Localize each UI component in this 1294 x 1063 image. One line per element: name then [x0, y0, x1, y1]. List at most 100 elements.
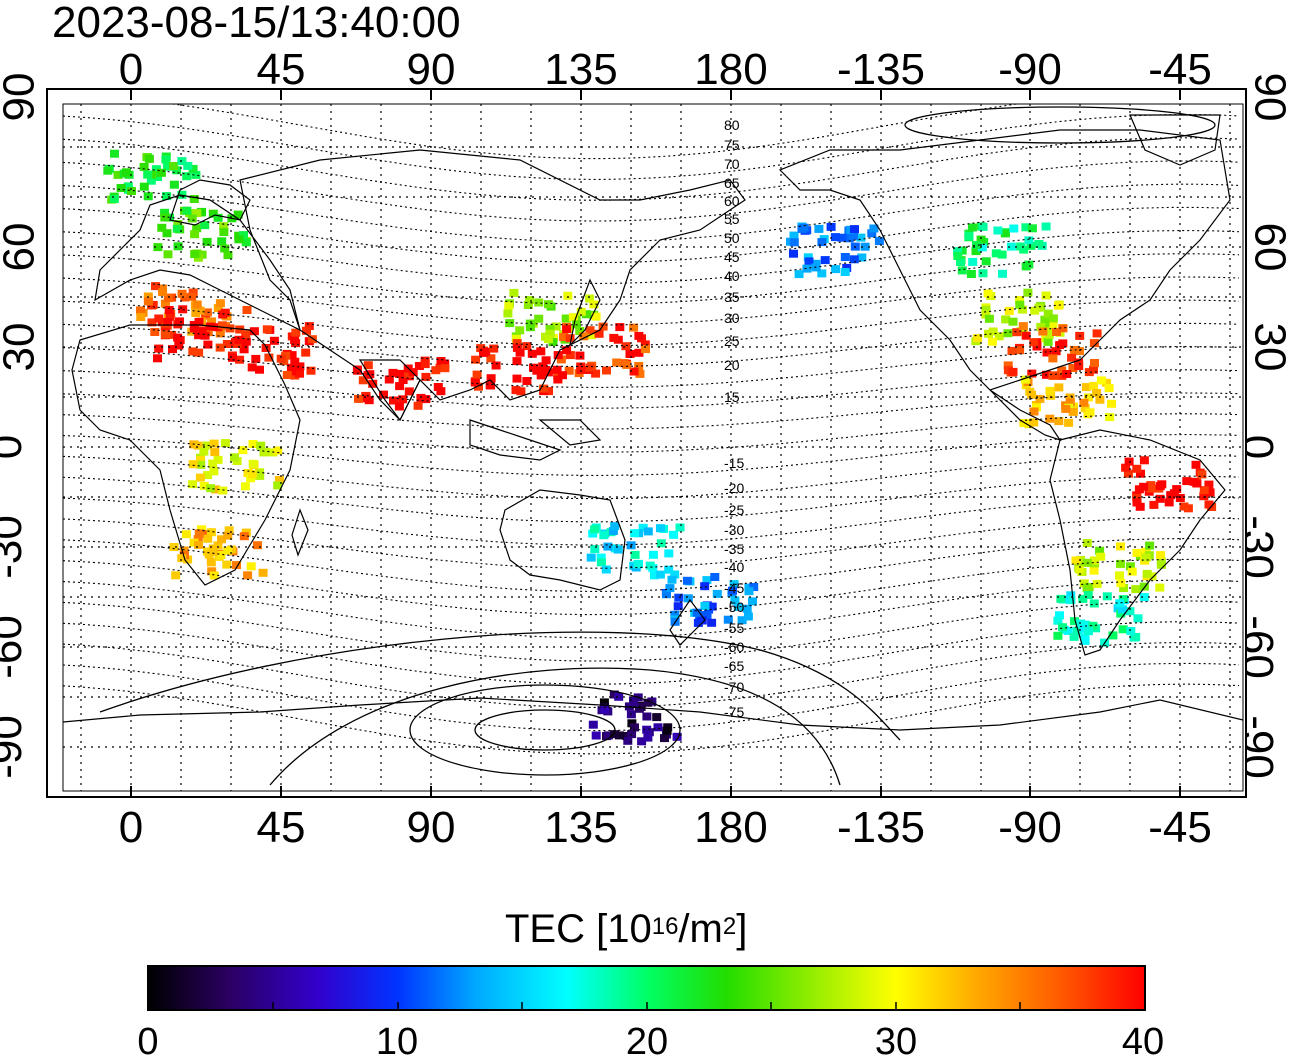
map-timestamp: 2023-08-15/13:40:00: [52, 0, 461, 47]
tec-data-cell: [1001, 315, 1011, 324]
bottom-lon-tick-label: 0: [118, 803, 144, 852]
tec-data-cell: [1142, 569, 1152, 578]
tec-data-cell: [193, 441, 203, 450]
tec-data-cell: [1048, 354, 1058, 363]
tec-data-cell: [421, 395, 431, 404]
tec-data-cell: [403, 369, 413, 378]
tec-data-cell: [1063, 626, 1073, 635]
tec-data-cell: [707, 618, 717, 627]
tec-data-cell: [1133, 614, 1143, 623]
tec-data-cell: [223, 531, 233, 540]
tec-data-cell: [610, 522, 620, 531]
tec-data-cell: [181, 530, 191, 539]
tec-data-cell: [1104, 384, 1114, 393]
tec-data-cell: [849, 255, 859, 264]
tec-data-cell: [1023, 288, 1033, 297]
tec-data-cell: [660, 734, 669, 743]
tec-data-cell: [599, 698, 609, 707]
tec-data-cell: [202, 237, 212, 246]
tec-data-cell: [177, 289, 187, 298]
tec-data-cell: [290, 336, 300, 344]
tec-data-cell: [110, 149, 119, 158]
tec-data-cell: [579, 332, 589, 341]
tec-data-cell: [630, 723, 639, 732]
tec-data-cell: [817, 269, 827, 278]
tec-data-cell: [529, 363, 538, 372]
tec-data-cell: [179, 546, 189, 555]
tec-data-cell: [545, 324, 555, 333]
tec-data-cell: [536, 371, 546, 380]
tec-data-cell: [596, 553, 606, 562]
tec-data-cell: [481, 347, 491, 356]
tec-data-cell: [194, 540, 203, 549]
tec-data-cell: [744, 587, 754, 596]
tec-data-cell: [633, 560, 643, 569]
tec-data-cell: [1126, 627, 1136, 635]
tec-data-cell: [156, 168, 166, 177]
tec-data-cell: [1045, 386, 1055, 395]
mag-lat-label: -15: [724, 455, 744, 471]
tec-data-cell: [585, 326, 595, 335]
tec-data-cell: [189, 195, 199, 203]
tec-data-cell: [255, 471, 265, 480]
tec-data-cell: [206, 558, 216, 567]
tec-data-cell: [1046, 391, 1056, 400]
tec-data-cell: [1041, 222, 1051, 231]
tec-data-cell: [1065, 393, 1075, 402]
tec-data-cell: [188, 460, 198, 469]
tec-data-cell: [489, 344, 499, 353]
tec-data-cell: [1055, 611, 1064, 620]
tec-data-cell: [973, 334, 983, 343]
tec-data-cell: [139, 162, 149, 171]
tec-data-cell: [541, 356, 551, 365]
tec-data-layer: [103, 149, 1217, 746]
tec-data-cell: [1132, 464, 1142, 473]
tec-data-cell: [414, 362, 424, 370]
tec-data-cell: [1015, 300, 1025, 309]
tec-data-cell: [1027, 224, 1037, 233]
tec-data-cell: [869, 224, 879, 233]
tec-data-cell: [363, 361, 373, 370]
tec-data-cell: [534, 298, 544, 307]
mag-lat-contour: [63, 369, 1240, 409]
tec-data-cell: [802, 264, 812, 273]
tec-data-cell: [1204, 480, 1214, 489]
tec-data-cell: [261, 447, 271, 456]
tec-data-cell: [874, 237, 884, 246]
tec-data-cell: [622, 732, 632, 740]
tec-data-cell: [491, 361, 501, 370]
tec-data-cell: [1045, 414, 1055, 423]
tec-data-cell: [971, 247, 981, 256]
tec-data-cell: [242, 306, 252, 314]
tec-data-cell: [217, 535, 226, 544]
tec-data-cell: [413, 401, 423, 410]
magnetic-latitude-labels: 80 75 70 65 60 55 50 45 40 35 30 25 20 1…: [724, 117, 744, 720]
tec-data-cell: [234, 335, 244, 344]
tec-data-cell: [1082, 539, 1092, 547]
tec-data-cell: [241, 330, 251, 339]
colorbar-title-text: ]: [736, 907, 748, 951]
tec-data-cell: [177, 157, 187, 166]
tec-data-cell: [702, 576, 712, 585]
tec-data-cell: [1179, 502, 1189, 511]
tec-data-cell: [591, 369, 601, 378]
tec-data-cell: [978, 269, 988, 278]
tec-data-cell: [220, 439, 230, 447]
tec-data-cell: [1107, 399, 1116, 408]
tec-data-cell: [1084, 393, 1093, 402]
tec-data-cell: [1056, 594, 1066, 603]
tec-data-cell: [1064, 418, 1074, 427]
tec-data-cell: [160, 299, 170, 308]
tec-data-cell: [255, 365, 264, 374]
tec-data-cell: [509, 288, 519, 297]
tec-data-cell: [849, 231, 858, 240]
tec-data-cell: [163, 294, 173, 303]
tec-data-cell: [109, 195, 119, 203]
tec-data-cell: [641, 345, 650, 354]
mag-lat-label: 15: [724, 389, 740, 405]
tec-data-cell: [1083, 627, 1093, 636]
tec-data-cell: [173, 333, 183, 342]
tec-data-cell: [168, 345, 177, 354]
tec-data-cell: [269, 336, 279, 345]
tec-data-cell: [984, 329, 993, 338]
